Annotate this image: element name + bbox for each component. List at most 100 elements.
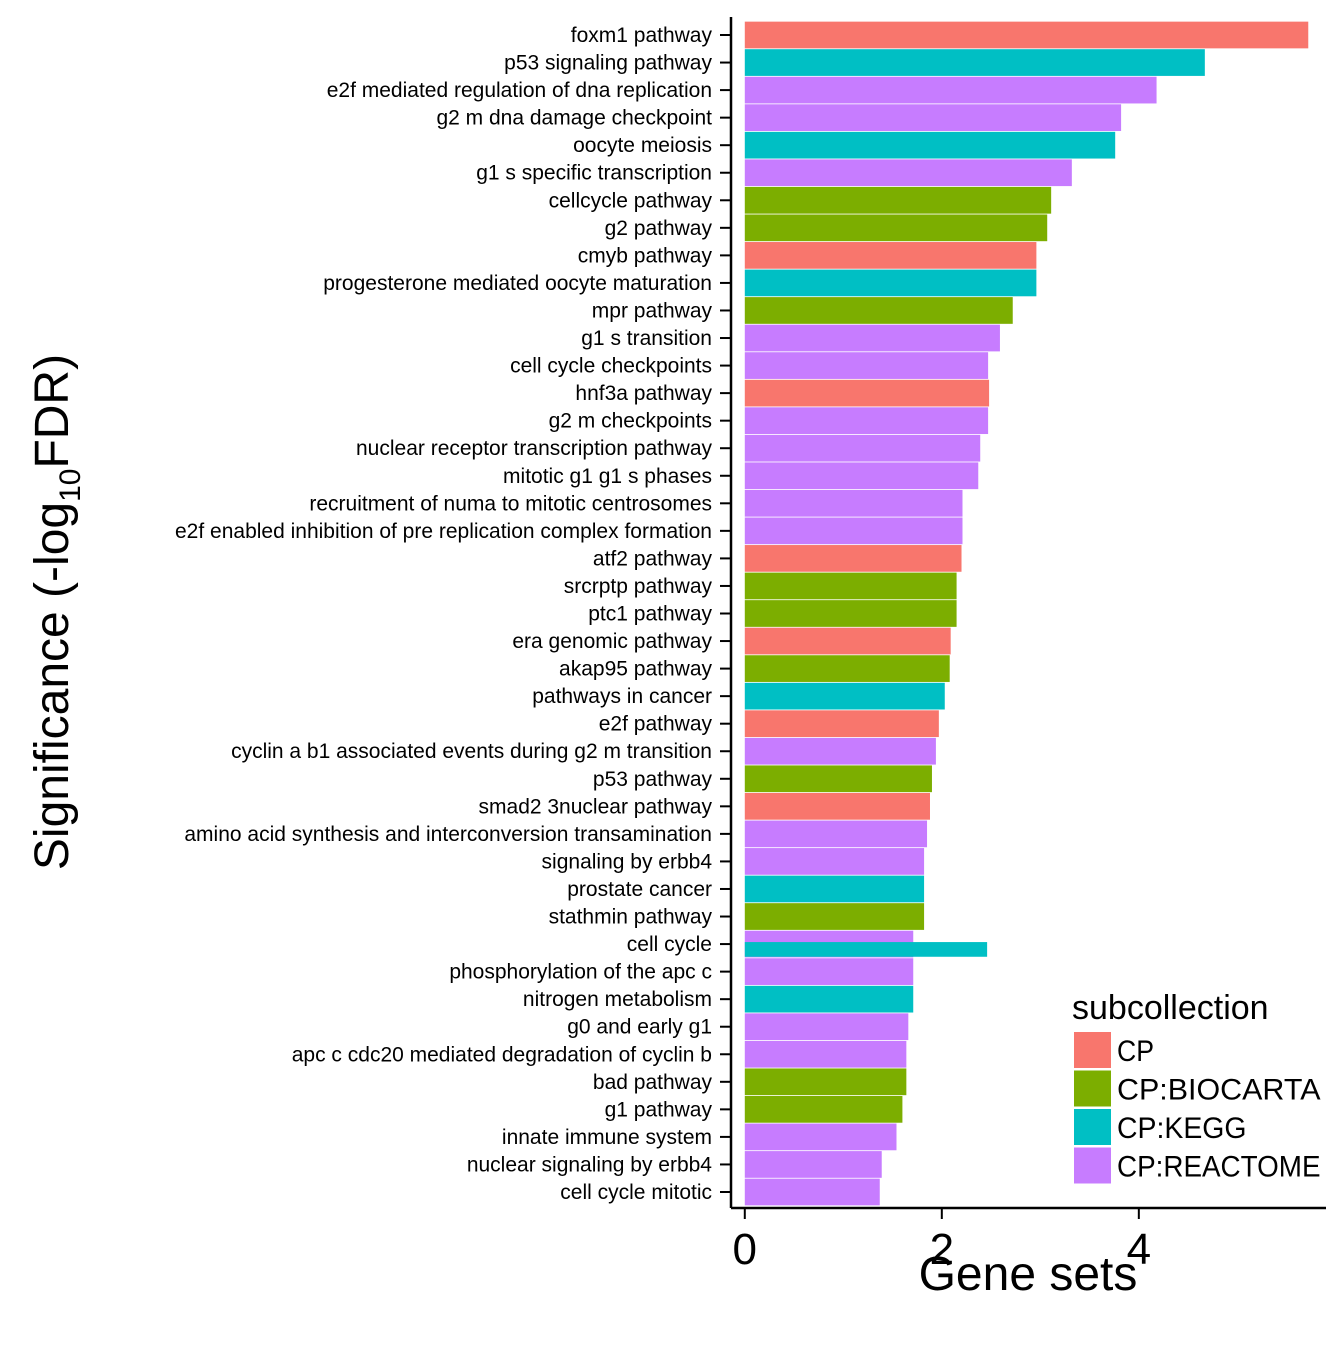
bar — [744, 407, 989, 435]
bars-group — [744, 21, 1309, 1206]
category-label: cell cycle checkpoints — [510, 355, 712, 378]
category-label: phosphorylation of the apc c — [449, 961, 712, 984]
bar — [744, 517, 963, 545]
bar — [744, 76, 1157, 104]
bar — [744, 1068, 907, 1096]
bar — [744, 545, 962, 572]
category-label: apc c cdc20 mediated degradation of cycl… — [292, 1043, 712, 1066]
bar — [744, 269, 1037, 297]
bar — [744, 710, 939, 738]
x-tick-label: 0 — [733, 1225, 757, 1274]
bar — [744, 765, 932, 793]
category-label: cell cycle — [627, 933, 712, 956]
bar — [744, 572, 957, 600]
bar — [744, 324, 1000, 352]
legend-entries-group: CP CP:BIOCARTA CP:KEGG CP:REACTOME — [1074, 1032, 1321, 1184]
category-label: g2 m checkpoints — [549, 410, 712, 433]
category-label: e2f pathway — [599, 713, 713, 736]
bar — [744, 600, 957, 627]
category-label: mitotic g1 g1 s phases — [503, 465, 712, 488]
bar — [744, 214, 1048, 242]
bar — [744, 242, 1037, 269]
category-label: foxm1 pathway — [571, 24, 713, 47]
category-label: cmyb pathway — [578, 244, 713, 267]
category-label: era genomic pathway — [512, 630, 712, 653]
bar — [744, 297, 1013, 324]
y-axis-title-suffix: FDR) — [26, 354, 79, 469]
category-label: progesterone mediated oocyte maturation — [323, 272, 712, 295]
bar — [744, 820, 928, 848]
bar — [744, 379, 990, 407]
category-labels-group: foxm1 pathway p53 signaling pathway e2f me… — [175, 24, 731, 1204]
y-axis-title: Significance (-log10FDR) — [26, 354, 87, 870]
bar — [744, 434, 981, 462]
category-label: e2f mediated regulation of dna replicati… — [327, 79, 712, 102]
bar — [744, 21, 1309, 49]
bar — [744, 1151, 882, 1178]
bar — [744, 848, 925, 875]
bar — [744, 186, 1052, 214]
x-axis-title: Gene sets — [919, 1248, 1138, 1301]
legend-label: CP:REACTOME — [1117, 1151, 1321, 1184]
bar — [744, 655, 950, 682]
category-label: akap95 pathway — [559, 658, 712, 681]
x-tick-label: 4 — [1127, 1225, 1151, 1274]
legend-title: subcollection — [1072, 989, 1269, 1027]
category-label: g2 pathway — [605, 217, 713, 240]
y-axis-title-prefix: Significance (-log — [26, 502, 79, 870]
category-label: mpr pathway — [592, 299, 713, 322]
category-label: cellcycle pathway — [549, 189, 713, 212]
bar — [744, 792, 930, 820]
category-label: stathmin pathway — [549, 906, 713, 929]
bar — [744, 903, 925, 930]
category-label: g1 s specific transcription — [476, 162, 712, 185]
category-label: p53 pathway — [593, 768, 713, 791]
bar — [744, 159, 1072, 187]
category-label: g1 pathway — [605, 1098, 713, 1121]
category-label: g0 and early g1 — [567, 1016, 712, 1039]
legend-swatch — [1074, 1147, 1111, 1184]
bar — [744, 1013, 909, 1041]
category-label: nuclear receptor transcription pathway — [356, 437, 713, 460]
category-label: srcrptp pathway — [564, 575, 713, 598]
category-label: nuclear signaling by erbb4 — [467, 1153, 712, 1176]
category-label: prostate cancer — [567, 878, 712, 901]
bar — [744, 1095, 903, 1123]
legend-swatch — [1074, 1070, 1111, 1107]
bar — [744, 1040, 907, 1068]
bar — [744, 1178, 880, 1206]
bar — [744, 104, 1122, 132]
legend-label: CP:BIOCARTA — [1117, 1074, 1321, 1107]
bar — [744, 627, 951, 655]
bar — [744, 489, 963, 517]
category-label: ptc1 pathway — [588, 603, 712, 626]
bar — [744, 1123, 897, 1151]
bar — [744, 682, 945, 710]
category-label: bad pathway — [593, 1071, 713, 1094]
category-label: e2f enabled inhibition of pre replicatio… — [175, 520, 712, 543]
x-ticks-group: 0 2 4 — [733, 1208, 1151, 1274]
category-label: amino acid synthesis and interconversion… — [184, 823, 712, 846]
y-axis-title-subscript: 10 — [54, 469, 87, 502]
bar — [744, 737, 936, 765]
bar — [744, 352, 989, 379]
bar — [744, 875, 925, 903]
legend-label: CP:KEGG — [1117, 1112, 1247, 1145]
legend-swatch — [1074, 1109, 1111, 1145]
legend: subcollection CP CP:BIOCARTA CP:KEGG CP:REA… — [1072, 989, 1321, 1184]
category-label: innate immune system — [502, 1126, 712, 1149]
category-label: smad2 3nuclear pathway — [479, 795, 713, 818]
category-label: nitrogen metabolism — [523, 988, 712, 1011]
category-label: hnf3a pathway — [575, 382, 712, 405]
bar — [744, 462, 979, 490]
axes-group — [729, 17, 1326, 1210]
bar-overlay — [744, 942, 988, 957]
category-label: g1 s transition — [581, 327, 712, 350]
category-label: cyclin a b1 associated events during g2 … — [231, 740, 712, 763]
bar — [744, 958, 914, 985]
category-label: cell cycle mitotic — [560, 1181, 712, 1204]
legend-label: CP — [1117, 1035, 1154, 1068]
category-label: g2 m dna damage checkpoint — [436, 107, 712, 130]
